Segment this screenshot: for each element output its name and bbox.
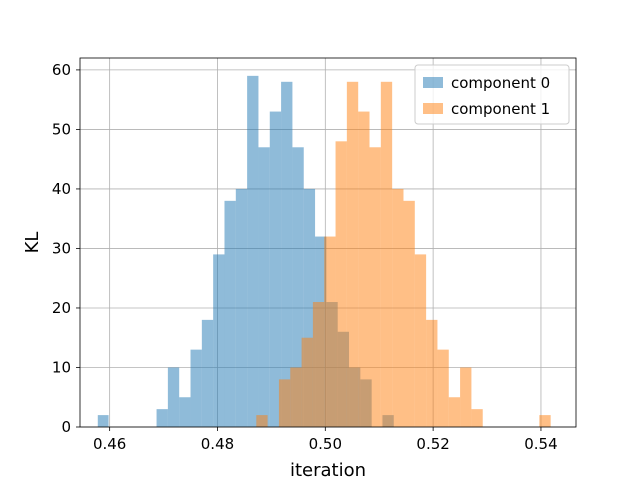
y-axis-label: KL (22, 232, 43, 254)
histogram-bar-series-1 (426, 319, 438, 427)
x-tick-label: 0.54 (524, 435, 557, 453)
histogram-bar-series-1 (324, 236, 336, 427)
legend-label: component 0 (451, 74, 550, 92)
histogram-bar-series-0 (235, 188, 248, 427)
histogram-bar-series-1 (256, 415, 268, 427)
histogram-bar-series-1 (403, 200, 415, 427)
histogram-bar-series-0 (190, 349, 202, 427)
histogram-bar-series-1 (312, 302, 325, 427)
histogram-bar-series-1 (414, 254, 427, 427)
histogram-bar-series-0 (303, 188, 316, 427)
histogram-bar-series-0 (156, 409, 168, 427)
histogram-bar-series-1 (290, 367, 302, 427)
ticks: 0.46 0.48 0.50 0.52 0.54 0 10 20 30 40 50 60 (52, 61, 558, 453)
legend: component 0 component 1 (414, 64, 570, 125)
legend-swatch (423, 103, 443, 114)
histogram-bar-series-1 (278, 379, 291, 427)
histogram-bar-series-0 (201, 319, 214, 427)
histogram-bar-series-1 (471, 409, 483, 427)
histogram-bar-series-1 (392, 188, 404, 427)
histogram-bar-series-1 (448, 397, 461, 427)
y-tick-label: 60 (52, 61, 71, 79)
legend-label: component 1 (451, 100, 550, 118)
histogram-bar-series-0 (269, 111, 282, 427)
histogram-bar-series-1 (346, 81, 359, 427)
x-tick-label: 0.46 (93, 435, 126, 453)
histogram-bar-series-1 (369, 147, 381, 427)
histogram-bar-series-0 (292, 147, 304, 427)
histogram-bar-series-1 (437, 349, 449, 427)
histogram-bar-series-1 (358, 111, 370, 427)
legend-frame (414, 64, 570, 125)
histogram-bar-series-0 (97, 415, 109, 427)
y-tick-label: 0 (61, 418, 71, 436)
histogram-bar-series-0 (167, 367, 180, 427)
histogram-bar-series-1 (380, 81, 393, 427)
y-tick-label: 40 (52, 180, 71, 198)
y-tick-label: 20 (52, 299, 71, 317)
histogram-bar-series-1 (539, 415, 551, 427)
bars (97, 75, 551, 428)
histogram-bar-series-0 (258, 147, 270, 427)
histogram-bar-series-0 (224, 200, 236, 427)
histogram-bar-series-1 (335, 141, 347, 428)
y-tick-label: 30 (52, 239, 71, 257)
y-tick-label: 50 (52, 120, 71, 138)
legend-swatch (423, 77, 443, 88)
histogram-bar-series-0 (213, 254, 225, 427)
x-tick-label: 0.48 (201, 435, 234, 453)
histogram-bar-series-0 (281, 81, 293, 427)
histogram-bar-series-1 (301, 337, 313, 427)
x-tick-label: 0.50 (309, 435, 342, 453)
histogram-bar-series-0 (179, 397, 191, 427)
histogram-bar-series-0 (247, 75, 259, 428)
y-tick-label: 10 (52, 358, 71, 376)
plot-frame (79, 57, 577, 428)
histogram-bar-series-1 (460, 367, 472, 427)
x-tick-label: 0.52 (416, 435, 449, 453)
x-axis-label: iteration (290, 460, 366, 480)
